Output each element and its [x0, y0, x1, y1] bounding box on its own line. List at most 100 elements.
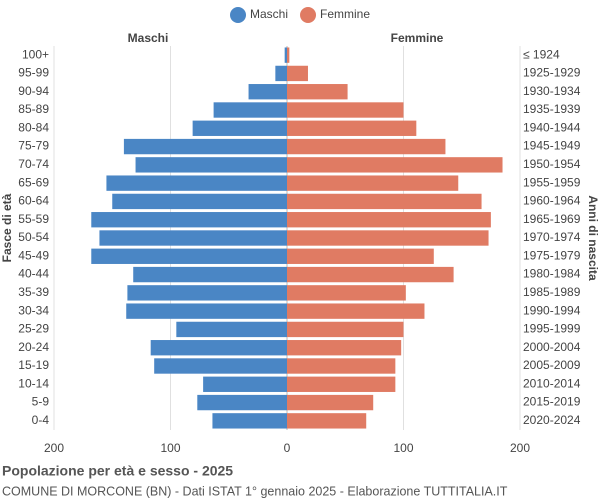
- y-tick-label: 85-89: [18, 102, 49, 116]
- x-tick-label: 200: [510, 441, 530, 455]
- bar: [203, 376, 287, 392]
- y2-tick-label: 1990-1994: [523, 303, 581, 317]
- bar: [287, 138, 446, 155]
- y-axis-label: Fasce di età: [0, 193, 14, 262]
- y-tick-label: 20-24: [18, 340, 49, 354]
- y2-tick-label: 1970-1974: [523, 230, 581, 244]
- bar: [154, 358, 287, 374]
- bar: [91, 212, 287, 228]
- bar: [133, 266, 287, 283]
- bar: [197, 394, 287, 411]
- bar: [123, 138, 288, 155]
- bar: [287, 248, 434, 264]
- y-tick-label: 35-39: [18, 285, 49, 299]
- y2-tick-label: 1975-1979: [523, 248, 581, 262]
- y-tick-label: 65-69: [18, 175, 49, 189]
- y2-tick-label: 1930-1934: [523, 84, 581, 98]
- bar: [284, 47, 287, 63]
- y-tick-label: 75-79: [18, 139, 49, 153]
- bar: [287, 212, 491, 228]
- y-tick-label: 0-4: [32, 413, 50, 427]
- y-tick-label: 60-64: [18, 194, 49, 208]
- y2-tick-label: 1995-1999: [523, 322, 581, 336]
- y-tick-label: 80-84: [18, 120, 49, 134]
- bar: [287, 193, 482, 210]
- y-tick-label: 25-29: [18, 322, 49, 336]
- bar: [150, 340, 287, 356]
- right-header: Femmine: [391, 31, 444, 45]
- left-header: Maschi: [128, 31, 169, 45]
- y-tick-label: 30-34: [18, 303, 49, 317]
- bar: [99, 230, 287, 246]
- y2-tick-label: 1950-1954: [523, 157, 581, 171]
- bar: [287, 321, 404, 338]
- x-tick-label: 100: [393, 441, 413, 455]
- y2-tick-label: 2005-2009: [523, 358, 581, 372]
- bar: [91, 248, 287, 264]
- y2-tick-label: 1935-1939: [523, 102, 581, 116]
- y-tick-label: 70-74: [18, 157, 49, 171]
- y2-tick-label: 1945-1949: [523, 139, 581, 153]
- y-tick-label: 100+: [22, 47, 49, 61]
- bar: [287, 266, 454, 283]
- y-tick-label: 5-9: [32, 395, 50, 409]
- y2-tick-label: 2020-2024: [523, 413, 581, 427]
- bar: [106, 175, 287, 191]
- bar: [126, 303, 287, 319]
- bar: [213, 102, 287, 118]
- bar: [287, 303, 425, 319]
- y2-tick-label: 1955-1959: [523, 175, 581, 189]
- bar: [275, 65, 287, 82]
- bar: [287, 376, 396, 392]
- bar: [287, 157, 503, 173]
- y-tick-label: 90-94: [18, 84, 49, 98]
- legend-marker: [300, 7, 317, 23]
- y2-axis-label: Anni di nascita: [586, 195, 600, 281]
- bar: [287, 413, 367, 429]
- y2-tick-label: 1965-1969: [523, 212, 581, 226]
- y2-tick-label: 1925-1929: [523, 66, 581, 80]
- x-tick-label: 200: [44, 441, 64, 455]
- chart-subtitle: COMUNE DI MORCONE (BN) - Dati ISTAT 1° g…: [2, 484, 508, 498]
- bar: [287, 47, 290, 63]
- x-tick-label: 100: [160, 441, 180, 455]
- y2-tick-label: 1960-1964: [523, 194, 581, 208]
- bar: [212, 413, 287, 429]
- bar: [135, 157, 287, 173]
- bar: [287, 102, 404, 118]
- legend-marker: [230, 7, 246, 23]
- y-tick-label: 15-19: [18, 358, 49, 372]
- legend-label: Maschi: [250, 7, 288, 21]
- y2-tick-label: 2000-2004: [523, 340, 581, 354]
- y2-tick-label: 2010-2014: [523, 376, 581, 390]
- bar: [112, 193, 287, 210]
- bar: [287, 120, 417, 136]
- y-tick-label: 40-44: [18, 267, 49, 281]
- bar: [248, 84, 287, 100]
- y2-tick-label: 1940-1944: [523, 120, 581, 134]
- bar: [287, 65, 308, 82]
- y-tick-label: 55-59: [18, 212, 49, 226]
- bar: [287, 394, 374, 411]
- bar: [176, 321, 287, 338]
- y2-tick-label: ≤ 1924: [523, 47, 560, 61]
- bar: [287, 230, 489, 246]
- y2-tick-label: 2015-2019: [523, 395, 581, 409]
- x-tick-label: 0: [284, 441, 291, 455]
- y-tick-label: 45-49: [18, 248, 49, 262]
- bar: [287, 340, 402, 356]
- bar: [287, 358, 396, 374]
- bar: [127, 285, 288, 301]
- y-tick-label: 50-54: [18, 230, 49, 244]
- legend-label: Femmine: [320, 7, 370, 21]
- chart-title: Popolazione per età e sesso - 2025: [2, 463, 233, 479]
- bar: [287, 84, 348, 100]
- bar: [287, 285, 406, 301]
- bar: [192, 120, 287, 136]
- y-tick-label: 95-99: [18, 66, 49, 80]
- y-tick-label: 10-14: [18, 376, 49, 390]
- bar: [287, 175, 459, 191]
- y2-tick-label: 1980-1984: [523, 267, 581, 281]
